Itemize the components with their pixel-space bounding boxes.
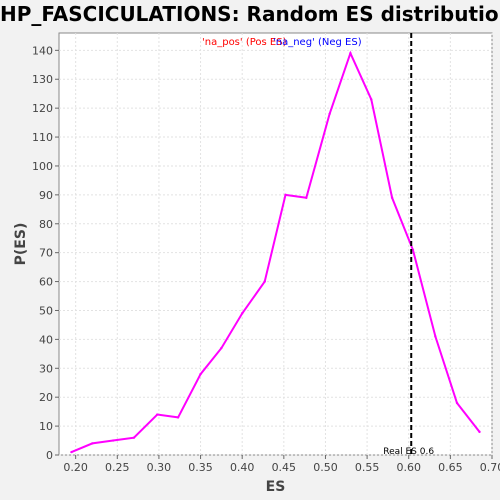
x-tick-label: 0.65: [438, 461, 463, 474]
x-tick-label: 0.60: [396, 461, 421, 474]
x-tick-label: 0.25: [105, 461, 130, 474]
data-point: [156, 413, 159, 416]
data-point: [220, 346, 223, 350]
data-point: [305, 196, 308, 199]
x-tick-label: 0.50: [313, 461, 338, 474]
legend-entry-neg: 'na_neg' (Neg ES): [273, 37, 362, 48]
y-tick-label: 60: [39, 276, 53, 289]
x-tick-label: 0.20: [63, 461, 88, 474]
y-axis-title: P(ES): [13, 223, 29, 266]
y-tick-label: 0: [46, 449, 53, 462]
x-tick-label: 0.55: [355, 461, 380, 474]
data-point: [70, 450, 73, 454]
data-point: [263, 280, 266, 283]
data-point: [349, 52, 352, 55]
chart-title: HP_FASCICULATIONS: Random ES distributio…: [0, 2, 500, 26]
data-point: [240, 312, 244, 315]
y-tick-label: 140: [32, 44, 53, 57]
data-point: [455, 401, 459, 405]
data-point: [176, 416, 180, 419]
data-point: [111, 439, 115, 442]
data-point: [478, 430, 481, 434]
x-tick-label: 0.45: [272, 461, 297, 474]
y-tick-labels: 0 10 20 30 40 50 60 70 80 90 100 110 120 130 140: [32, 44, 59, 462]
y-tick-label: 100: [32, 160, 53, 173]
real-es-reference-line: Real ES 0.6: [383, 33, 434, 457]
y-tick-label: 30: [39, 362, 53, 375]
series-layer: [70, 50, 481, 454]
real-es-label: Real ES 0.6: [383, 447, 434, 457]
x-tick-labels: 0.20 0.25 0.30 0.35 0.40 0.45 0.50 0.55 0.60 0.65…: [63, 455, 500, 474]
data-point: [328, 112, 331, 116]
data-point: [390, 196, 394, 199]
y-tick-label: 120: [32, 102, 53, 115]
data-point: [91, 442, 94, 445]
data-point: [411, 248, 415, 251]
y-tick-label: 20: [39, 391, 53, 404]
y-tick-label: 110: [32, 131, 53, 144]
data-point: [370, 98, 373, 101]
data-point: [199, 372, 202, 376]
legend-entry-pos: 'na_pos' (Pos ES): [202, 37, 287, 48]
x-axis-title: ES: [266, 479, 286, 495]
plot-area: [58, 32, 493, 456]
grid-lines: [59, 33, 493, 456]
y-tick-label: 80: [39, 218, 53, 231]
data-point: [132, 436, 136, 439]
y-tick-label: 70: [39, 247, 53, 260]
series-line: [71, 50, 481, 454]
x-tick-label: 0.40: [230, 461, 255, 474]
y-tick-label: 50: [39, 304, 53, 317]
data-point: [284, 193, 287, 197]
y-tick-label: 10: [39, 420, 53, 433]
x-tick-label: 0.30: [147, 461, 172, 474]
y-tick-label: 130: [32, 73, 53, 86]
y-tick-label: 40: [39, 333, 53, 346]
data-point: [434, 335, 437, 338]
y-tick-label: 90: [39, 189, 53, 202]
x-tick-label: 0.35: [188, 461, 213, 474]
x-tick-label: 0.70: [480, 461, 500, 474]
